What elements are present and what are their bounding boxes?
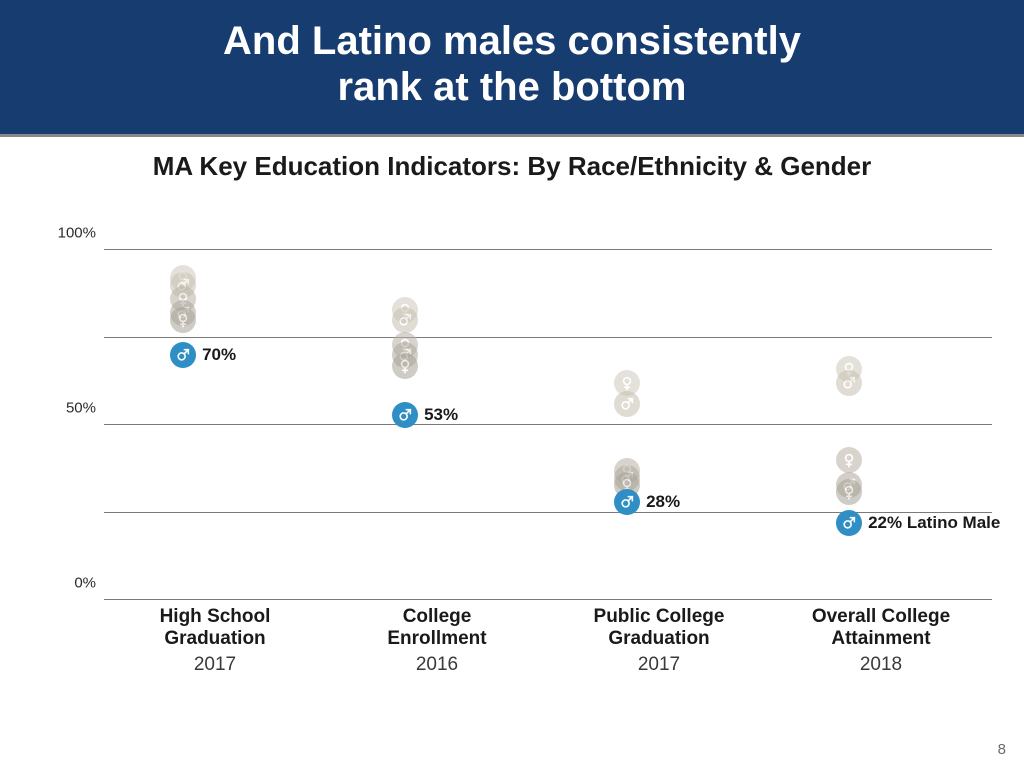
x-category: CollegeEnrollment 2016 bbox=[347, 606, 527, 676]
x-category-title: Overall CollegeAttainment bbox=[791, 606, 971, 650]
x-category-year: 2017 bbox=[569, 654, 749, 676]
x-axis: High SchoolGraduation 2017 CollegeEnrollme… bbox=[104, 600, 992, 680]
x-category-title: CollegeEnrollment bbox=[347, 606, 527, 650]
chart: 0%50%100%70%53%28%22% Latino Male High S… bbox=[48, 250, 992, 680]
x-category: Public CollegeGraduation 2017 bbox=[569, 606, 749, 676]
x-category: Overall CollegeAttainment 2018 bbox=[791, 606, 971, 676]
category-column: 22% Latino Male bbox=[791, 250, 971, 600]
latino-male-marker bbox=[614, 489, 640, 515]
comparison-marker bbox=[836, 447, 862, 473]
category-column: 70% bbox=[125, 250, 305, 600]
comparison-marker bbox=[170, 307, 196, 333]
slide: And Latino males consistently rank at th… bbox=[0, 0, 1024, 768]
highlight-value-label: 53% bbox=[424, 405, 458, 425]
y-tick-label: 50% bbox=[48, 400, 96, 417]
x-category-year: 2018 bbox=[791, 654, 971, 676]
title-banner: And Latino males consistently rank at th… bbox=[0, 0, 1024, 134]
title-line-2: rank at the bottom bbox=[40, 64, 984, 110]
latino-male-marker bbox=[836, 510, 862, 536]
highlight-value-label: 28% bbox=[646, 492, 680, 512]
banner-underline bbox=[0, 134, 1024, 137]
category-column: 53% bbox=[347, 250, 527, 600]
comparison-marker bbox=[614, 391, 640, 417]
subtitle: MA Key Education Indicators: By Race/Eth… bbox=[0, 151, 1024, 182]
x-category-title: Public CollegeGraduation bbox=[569, 606, 749, 650]
y-tick-label: 0% bbox=[48, 575, 96, 592]
latino-male-marker bbox=[392, 402, 418, 428]
comparison-marker bbox=[836, 479, 862, 505]
page-number: 8 bbox=[998, 741, 1006, 758]
plot-area: 0%50%100%70%53%28%22% Latino Male bbox=[104, 250, 992, 600]
comparison-marker bbox=[392, 353, 418, 379]
x-category: High SchoolGraduation 2017 bbox=[125, 606, 305, 676]
x-category-title: High SchoolGraduation bbox=[125, 606, 305, 650]
highlight-value-label: 22% Latino Male bbox=[868, 513, 1000, 533]
comparison-marker bbox=[392, 307, 418, 333]
title-line-1: And Latino males consistently bbox=[40, 18, 984, 64]
x-category-year: 2017 bbox=[125, 654, 305, 676]
highlight-value-label: 70% bbox=[202, 345, 236, 365]
category-column: 28% bbox=[569, 250, 749, 600]
y-tick-label: 100% bbox=[48, 225, 96, 242]
x-category-year: 2016 bbox=[347, 654, 527, 676]
latino-male-marker bbox=[170, 342, 196, 368]
comparison-marker bbox=[836, 370, 862, 396]
